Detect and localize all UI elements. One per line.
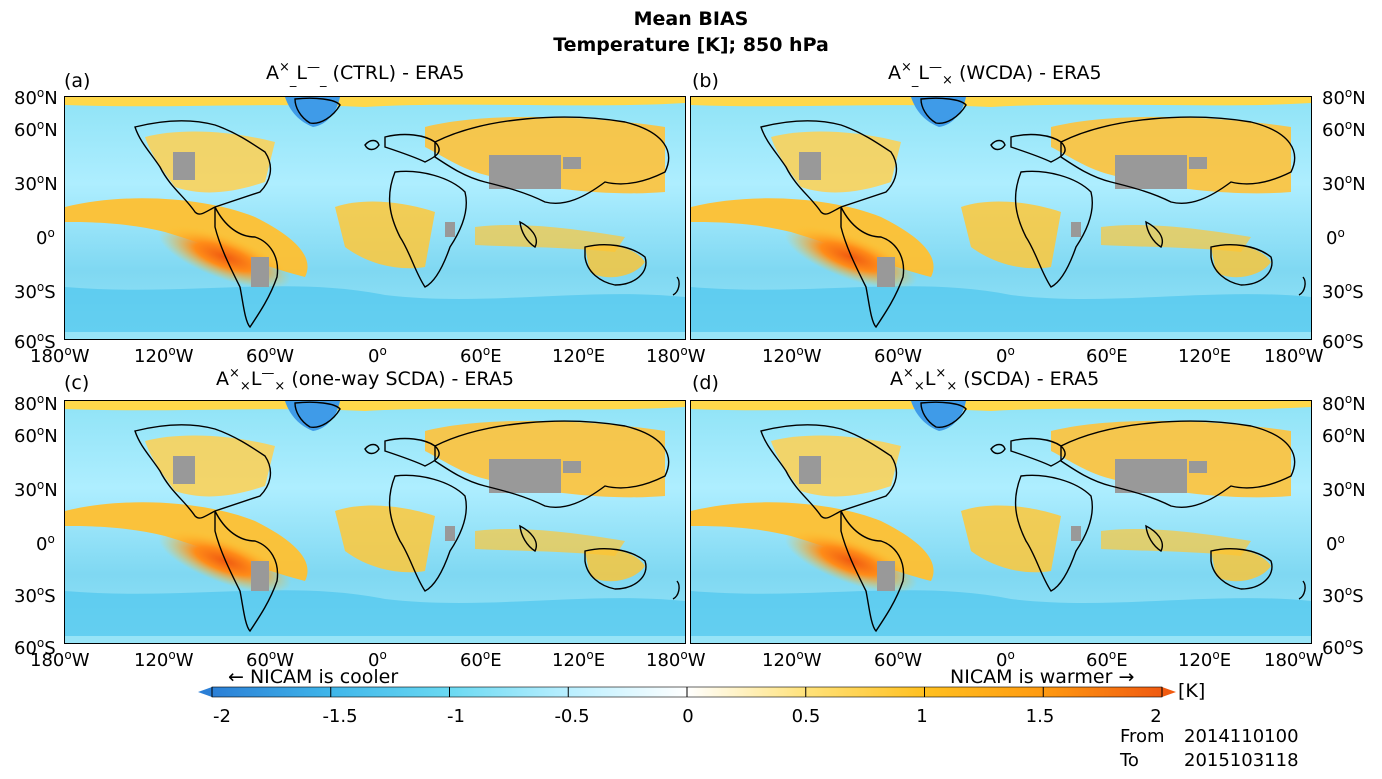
lon-tick-120w-d: 120oW: [762, 648, 822, 671]
map-panel-b: [690, 96, 1312, 340]
colorbar-tick-label: -0.5: [554, 706, 590, 727]
colorbar: [198, 686, 1176, 698]
lon-tick-120w-c: 120oW: [134, 648, 194, 671]
lon-tick-120e-d: 120oE: [1178, 648, 1232, 671]
lon-tick-0-d: 0o: [996, 648, 1015, 671]
lat-tick-80n-right-bottom: 80oN: [1322, 392, 1366, 415]
lat-tick-30s-right-top: 30oS: [1322, 280, 1364, 303]
lat-tick-0-right-bottom: 0o: [1326, 532, 1345, 555]
lon-tick-180-c: 180oW: [646, 648, 706, 671]
lat-tick-60n-top: 60oN: [14, 118, 58, 141]
heatmap-a: [65, 97, 685, 339]
lon-tick-60w-d: 60oW: [874, 648, 923, 671]
lon-tick-180-a: 180oW: [646, 344, 706, 367]
map-panel-d: [690, 400, 1312, 644]
lon-tick-120e-c: 120oE: [552, 648, 606, 671]
panel-c-title: A××L—× (one-way SCDA) - ERA5: [216, 366, 514, 394]
lon-tick-0-a: 0o: [368, 344, 387, 367]
panel-c-label: (c): [64, 372, 90, 394]
period-from-label: From: [1120, 726, 1165, 747]
colorbar-tick-label: 2: [1150, 706, 1162, 727]
lat-tick-80n-top: 80oN: [14, 86, 58, 109]
lat-tick-60n-right-bottom: 60oN: [1322, 424, 1366, 447]
period-to-value: 2015103118: [1184, 750, 1299, 771]
lon-tick-60w-c: 60oW: [246, 648, 295, 671]
map-panel-c: [64, 400, 686, 644]
lat-tick-60s-top: 60oS: [14, 330, 56, 353]
panel-a-title: A×_L—_ (CTRL) - ERA5: [266, 60, 465, 88]
colorbar-note-warmer: NICAM is warmer →: [950, 666, 1135, 688]
colorbar-underflow-arrow: [198, 687, 212, 697]
lon-tick-120w-b: 120oW: [762, 344, 822, 367]
lon-tick-120e-b: 120oE: [1178, 344, 1232, 367]
lat-tick-60s-right-top: 60oS: [1322, 330, 1364, 353]
lat-tick-80n-bottom: 80oN: [14, 392, 58, 415]
lat-tick-60n-right-top: 60oN: [1322, 118, 1366, 141]
heatmap-c: [65, 401, 685, 643]
lat-tick-30n-top: 30oN: [14, 172, 58, 195]
colorbar-tick-label: -1: [447, 706, 465, 727]
lat-tick-0-bottom: 0o: [36, 532, 55, 555]
period-to-label: To: [1120, 750, 1139, 771]
panel-d-label: (d): [692, 372, 719, 394]
lon-tick-60e-d: 60oE: [1086, 648, 1128, 671]
lon-tick-0-b: 0o: [996, 344, 1015, 367]
lon-tick-180w-a: 180oW: [30, 344, 90, 367]
colorbar-tick-label: 1: [916, 706, 928, 727]
colorbar-unit: [K]: [1178, 680, 1206, 702]
lon-tick-180-b: 180oW: [1264, 344, 1324, 367]
lon-tick-60e-a: 60oE: [460, 344, 502, 367]
lon-tick-120w-a: 120oW: [134, 344, 194, 367]
lon-tick-0-c: 0o: [368, 648, 387, 671]
lon-tick-120e-a: 120oE: [552, 344, 606, 367]
colorbar-note-cooler: ← NICAM is cooler: [228, 666, 399, 688]
lat-tick-30n-bottom: 30oN: [14, 478, 58, 501]
colorbar-tick-label: 0: [682, 706, 694, 727]
lat-tick-30n-right-top: 30oN: [1322, 172, 1366, 195]
lon-tick-60w-b: 60oW: [874, 344, 923, 367]
lat-tick-30n-right-bottom: 30oN: [1322, 478, 1366, 501]
figure-title: Mean BIAS: [633, 8, 749, 30]
lon-tick-60e-b: 60oE: [1086, 344, 1128, 367]
panel-b-title: A×_L—× (WCDA) - ERA5: [888, 60, 1102, 88]
lat-tick-60n-bottom: 60oN: [14, 424, 58, 447]
colorbar-tick-label: 1.5: [1025, 706, 1055, 727]
colorbar-tick-label: -2: [213, 706, 231, 727]
lat-tick-0-right-top: 0o: [1326, 226, 1345, 249]
lat-tick-0-top: 0o: [36, 226, 55, 249]
lat-tick-30s-bottom: 30oS: [14, 584, 56, 607]
panel-a-label: (a): [64, 70, 91, 92]
lat-tick-80n-right-top: 80oN: [1322, 86, 1366, 109]
figure-subtitle: Temperature [K]; 850 hPa: [553, 34, 829, 56]
heatmap-d: [691, 401, 1311, 643]
map-panel-a: [64, 96, 686, 340]
lat-tick-30s-right-bottom: 30oS: [1322, 584, 1364, 607]
panel-d-title: A××L×× (SCDA) - ERA5: [890, 366, 1100, 394]
heatmap-b: [691, 97, 1311, 339]
lon-tick-180-d: 180oW: [1264, 648, 1324, 671]
colorbar-tick-label: 0.5: [791, 706, 821, 727]
period-from-value: 2014110100: [1184, 726, 1299, 747]
lat-tick-60s-bottom: 60oS: [14, 636, 56, 659]
colorbar-tick-label: -1.5: [322, 706, 358, 727]
lat-tick-30s-top: 30oS: [14, 280, 56, 303]
lon-tick-60e-c: 60oE: [460, 648, 502, 671]
colorbar-overflow-arrow: [1162, 687, 1176, 697]
lon-tick-60w-a: 60oW: [246, 344, 295, 367]
panel-b-label: (b): [692, 70, 719, 92]
lat-tick-60s-right-bottom: 60oS: [1322, 636, 1364, 659]
lon-tick-180w-c: 180oW: [30, 648, 90, 671]
